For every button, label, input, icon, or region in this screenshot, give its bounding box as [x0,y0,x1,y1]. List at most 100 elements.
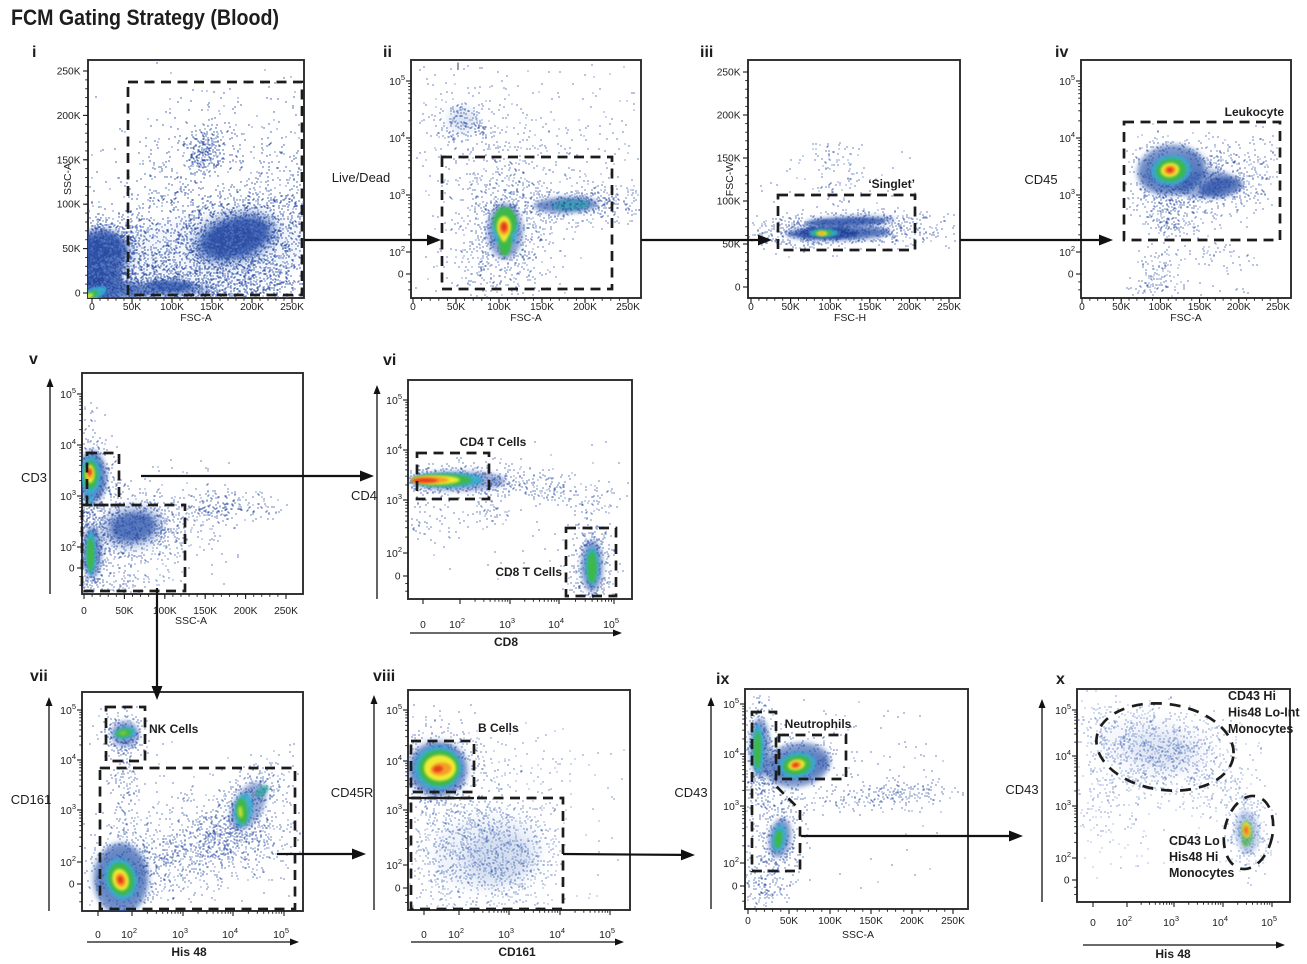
svg-text:150K: 150K [530,302,554,313]
svg-text:Leukocyte: Leukocyte [1225,105,1285,119]
svg-text:200K: 200K [57,111,81,122]
svg-text:104: 104 [222,926,238,941]
svg-text:100K: 100K [717,197,741,208]
svg-text:150K: 150K [859,916,883,927]
svg-text:105: 105 [273,926,289,941]
svg-text:B Cells: B Cells [478,721,519,735]
svg-text:vi: vi [383,352,396,369]
svg-text:CD45: CD45 [1024,172,1057,187]
svg-text:0: 0 [69,880,75,891]
svg-text:CD8: CD8 [494,635,518,649]
svg-text:150K: 150K [193,606,217,617]
svg-text:200K: 200K [900,916,924,927]
svg-text:0: 0 [1064,876,1070,887]
svg-text:50K: 50K [722,240,740,251]
svg-text:102: 102 [386,857,402,872]
svg-text:150K: 150K [858,302,882,313]
svg-text:150K: 150K [57,155,81,166]
svg-text:0: 0 [735,283,741,294]
svg-text:103: 103 [172,926,188,941]
svg-text:104: 104 [549,926,565,941]
svg-text:0: 0 [395,884,401,895]
svg-text:v: v [29,351,38,368]
svg-text:100K: 100K [487,302,511,313]
svg-text:100K: 100K [57,200,81,211]
svg-text:CD45R: CD45R [331,785,374,800]
svg-text:250K: 250K [937,302,961,313]
svg-text:0: 0 [395,572,401,583]
svg-text:His 48: His 48 [171,945,207,959]
svg-text:‘Singlet’: ‘Singlet’ [868,177,915,191]
svg-text:50K: 50K [115,606,133,617]
svg-text:150K: 150K [717,154,741,165]
svg-text:250K: 250K [941,916,965,927]
svg-text:200K: 200K [717,111,741,122]
svg-text:FCM Gating Strategy (Blood): FCM Gating Strategy (Blood) [11,5,279,30]
svg-text:CD161: CD161 [498,945,536,959]
svg-text:105: 105 [1059,73,1075,88]
svg-text:200K: 200K [240,302,264,313]
svg-text:50K: 50K [447,302,465,313]
svg-text:CD161: CD161 [11,792,51,807]
svg-text:iii: iii [700,44,713,61]
svg-text:105: 105 [389,73,405,88]
svg-text:0: 0 [1079,302,1085,313]
svg-text:103: 103 [1163,914,1179,929]
svg-text:50K: 50K [123,302,141,313]
svg-text:200K: 200K [898,302,922,313]
svg-text:102: 102 [389,244,405,259]
svg-text:CD4: CD4 [351,488,377,503]
svg-text:103: 103 [499,616,515,631]
svg-text:0: 0 [69,564,75,575]
svg-text:200K: 200K [573,302,597,313]
svg-text:CD43: CD43 [674,785,707,800]
svg-text:102: 102 [448,926,464,941]
svg-text:0: 0 [745,916,751,927]
svg-text:102: 102 [1055,850,1071,865]
svg-text:103: 103 [389,187,405,202]
svg-text:0: 0 [410,302,416,313]
svg-text:viii: viii [373,668,395,685]
svg-text:105: 105 [60,386,76,401]
svg-text:104: 104 [60,752,76,767]
svg-text:250K: 250K [274,606,298,617]
svg-text:His48 Lo-Int: His48 Lo-Int [1228,706,1300,720]
svg-text:104: 104 [723,746,739,761]
svg-text:ii: ii [383,44,392,61]
svg-text:102: 102 [1059,244,1075,259]
svg-text:102: 102 [121,926,137,941]
svg-text:104: 104 [386,442,402,457]
svg-text:250K: 250K [57,67,81,78]
svg-text:250K: 250K [717,68,741,79]
svg-text:iv: iv [1055,44,1068,61]
svg-text:Neutrophils: Neutrophils [785,717,852,731]
svg-text:l: l [457,62,459,73]
svg-text:i: i [32,44,36,61]
svg-text:104: 104 [548,616,564,631]
svg-text:0: 0 [420,620,426,631]
svg-text:CD43 Hi: CD43 Hi [1228,689,1276,703]
svg-text:103: 103 [723,798,739,813]
svg-text:Live/Dead: Live/Dead [332,170,391,185]
svg-text:FSC-A: FSC-A [1170,312,1202,324]
svg-text:CD4 T Cells: CD4 T Cells [460,435,527,449]
svg-text:104: 104 [60,437,76,452]
svg-text:103: 103 [60,488,76,503]
svg-text:FSC-H: FSC-H [834,312,866,324]
svg-text:102: 102 [386,545,402,560]
svg-text:ix: ix [716,671,729,688]
svg-text:100K: 100K [1149,302,1173,313]
svg-text:250K: 250K [616,302,640,313]
svg-text:200K: 200K [234,606,258,617]
svg-text:0: 0 [1090,918,1096,929]
svg-text:His 48: His 48 [1155,947,1191,961]
svg-text:105: 105 [60,702,76,717]
svg-text:FSC-W: FSC-W [724,162,736,196]
svg-text:105: 105 [599,926,615,941]
svg-text:Monocytes: Monocytes [1228,722,1293,736]
svg-text:103: 103 [1059,187,1075,202]
svg-text:0: 0 [75,289,81,300]
svg-text:150K: 150K [1188,302,1212,313]
svg-text:CD3: CD3 [21,470,47,485]
svg-text:50K: 50K [62,244,80,255]
